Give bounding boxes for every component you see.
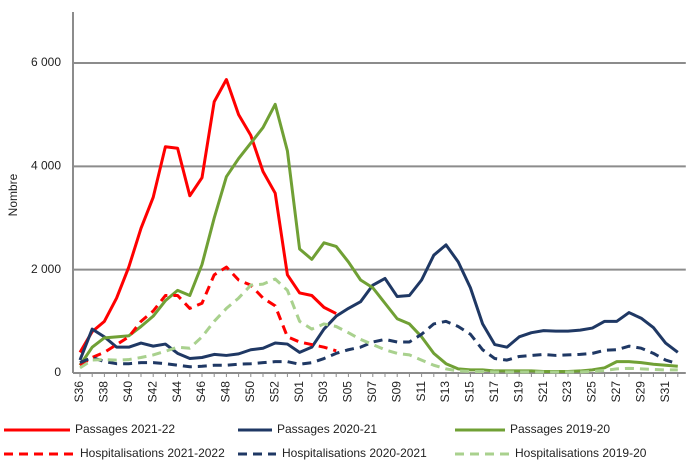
y-tick-label: 2 000	[31, 262, 61, 276]
y-tick-label: 6 000	[31, 55, 61, 69]
x-tick-label: S19	[511, 381, 525, 403]
x-tick-label: S13	[438, 381, 452, 403]
x-tick-label: S46	[194, 381, 208, 403]
line-series	[78, 78, 337, 354]
y-tick-label: 4 000	[31, 159, 61, 173]
x-tick-label: S21	[536, 381, 550, 403]
line-series	[79, 277, 678, 374]
x-tick-label: S31	[658, 381, 672, 403]
legend-label: Hospitalisations 2019-20	[515, 446, 647, 460]
x-tick-label: S09	[389, 381, 403, 403]
x-tick-label: S40	[121, 381, 135, 403]
x-tick-label: S07	[365, 381, 379, 403]
x-tick-label: S50	[243, 381, 257, 403]
line-series	[78, 102, 678, 373]
legend-label: Passages 2019-20	[510, 422, 610, 436]
legend-label: Hospitalisations 2020-2021	[282, 446, 427, 460]
line-series	[78, 243, 679, 361]
x-tick-label: S38	[97, 381, 111, 403]
x-tick-label: S29	[633, 381, 647, 403]
x-tick-label: S36	[72, 381, 86, 403]
legend-label: Hospitalisations 2021-2022	[80, 446, 225, 460]
y-axis-label: Nombre	[6, 173, 20, 216]
x-tick-label: S27	[609, 381, 623, 403]
x-tick-label: S15	[463, 381, 477, 403]
x-tick-label: S03	[316, 381, 330, 403]
x-tick-label: S52	[267, 381, 281, 403]
x-tick-label: S05	[341, 381, 355, 403]
line-series	[79, 265, 337, 367]
line-series	[79, 319, 679, 369]
x-tick-label: S01	[292, 381, 306, 403]
x-tick-label: S42	[145, 381, 159, 403]
x-tick-label: S23	[560, 381, 574, 403]
x-tick-label: S25	[585, 381, 599, 403]
x-tick-label: S44	[170, 381, 184, 403]
x-tick-label: S48	[219, 381, 233, 403]
legend-label: Passages 2021-22	[75, 422, 175, 436]
legend-label: Passages 2020-21	[277, 422, 377, 436]
x-tick-label: S11	[414, 381, 428, 402]
y-tick-label: 0	[54, 365, 61, 379]
x-tick-label: S17	[487, 381, 501, 403]
